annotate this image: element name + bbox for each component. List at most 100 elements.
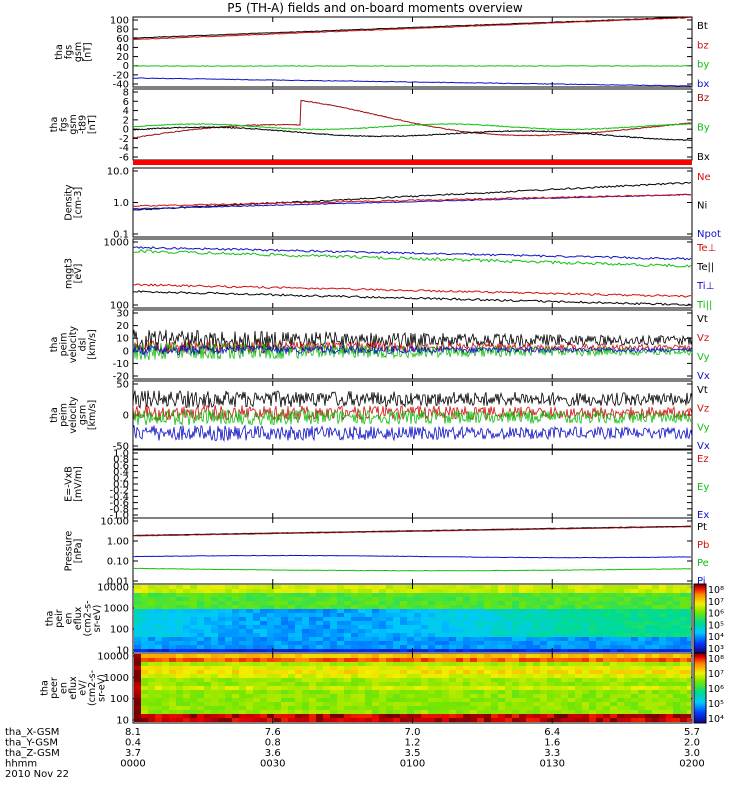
spectrogram-cell-electron: [253, 710, 260, 714]
spectrogram-cell-electron: [547, 694, 554, 698]
spectrogram-cell-ion: [610, 637, 617, 641]
spectrogram-cell-electron: [589, 706, 596, 710]
spectrogram-cell-electron: [505, 678, 512, 682]
spectrogram-cell-ion: [288, 629, 295, 633]
spectrogram-cell-electron: [568, 682, 575, 686]
spectrogram-cell-ion: [141, 585, 148, 589]
spectrogram-cell-electron: [197, 706, 204, 710]
spectrogram-cell-ion: [386, 641, 393, 645]
spectrogram-cell-electron: [547, 666, 554, 670]
spectrogram-cell-electron: [232, 666, 239, 670]
spectrogram-cell-electron: [617, 654, 624, 658]
spectrogram-cell-ion: [281, 621, 288, 625]
spectrogram-cell-ion: [547, 593, 554, 597]
spectrogram-cell-ion: [204, 629, 211, 633]
spectrogram-cell-electron: [267, 718, 274, 722]
spectrogram-cell-ion: [477, 641, 484, 645]
spectrogram-cell-electron: [169, 662, 176, 666]
spectrogram-cell-electron: [491, 670, 498, 674]
spectrogram-cell-electron: [183, 690, 190, 694]
spectrogram-cell-electron: [470, 690, 477, 694]
spectrogram-cell-ion: [365, 629, 372, 633]
spectrogram-cell-ion: [575, 589, 582, 593]
spectrogram-cell-ion: [610, 601, 617, 605]
spectrogram-cell-electron: [288, 690, 295, 694]
spectrogram-cell-electron: [155, 654, 162, 658]
spectrogram-cell-electron: [176, 662, 183, 666]
spectrogram-cell-electron: [428, 670, 435, 674]
spectrogram-cell-ion: [316, 637, 323, 641]
colorbar-ion-gradient: [694, 629, 706, 631]
spectrogram-cell-ion: [253, 609, 260, 613]
spectrogram-cell-ion: [631, 593, 638, 597]
y-tick-label: 10000: [97, 652, 129, 663]
y-tick-label: -10: [113, 359, 129, 370]
spectrogram-cell-ion: [498, 629, 505, 633]
spectrogram-cell-ion: [232, 641, 239, 645]
spectrogram-cell-electron: [603, 686, 610, 690]
spectrogram-cell-electron: [435, 654, 442, 658]
colorbar-electron-gradient: [694, 665, 706, 667]
spectrogram-cell-ion: [393, 633, 400, 637]
spectrogram-cell-electron: [393, 670, 400, 674]
spectrogram-cell-ion: [267, 589, 274, 593]
spectrogram-cell-electron: [267, 710, 274, 714]
colorbar-ion-gradient: [694, 593, 706, 595]
spectrogram-cell-ion: [225, 629, 232, 633]
spectrogram-cell-ion: [407, 625, 414, 629]
spectrogram-cell-electron: [526, 674, 533, 678]
spectrogram-cell-ion: [463, 605, 470, 609]
spectrogram-cell-ion: [547, 585, 554, 589]
spectrogram-cell-ion: [323, 637, 330, 641]
spectrogram-cell-electron: [372, 706, 379, 710]
spectrogram-cell-ion: [323, 649, 330, 652]
spectrogram-cell-electron: [659, 706, 666, 710]
spectrogram-cell-ion: [365, 597, 372, 601]
spectrogram-cell-electron: [246, 690, 253, 694]
spectrogram-cell-ion: [673, 597, 680, 601]
spectrogram-cell-ion: [232, 645, 239, 649]
spectrogram-cell-ion: [288, 597, 295, 601]
spectrogram-cell-ion: [148, 629, 155, 633]
spectrogram-cell-electron: [253, 694, 260, 698]
spectrogram-cell-electron: [274, 658, 281, 662]
spectrogram-cell-ion: [358, 621, 365, 625]
spectrogram-cell-electron: [540, 698, 547, 702]
spectrogram-cell-ion: [330, 641, 337, 645]
spectrogram-cell-ion: [547, 609, 554, 613]
spectrogram-cell-ion: [204, 617, 211, 621]
spectrogram-cell-electron: [323, 674, 330, 678]
spectrogram-cell-ion: [407, 649, 414, 652]
spectrogram-cell-electron: [267, 674, 274, 678]
spectrogram-cell-ion: [267, 633, 274, 637]
spectrogram-cell-electron: [232, 678, 239, 682]
spectrogram-cell-electron: [589, 670, 596, 674]
spectrogram-cell-ion: [176, 601, 183, 605]
spectrogram-cell-electron: [386, 706, 393, 710]
spectrogram-cell-electron: [659, 674, 666, 678]
spectrogram-cell-electron: [162, 670, 169, 674]
colorbar-electron-gradient: [694, 695, 706, 697]
spectrogram-cell-electron: [603, 718, 610, 722]
spectrogram-cell-electron: [176, 702, 183, 706]
spectrogram-cell-ion: [631, 601, 638, 605]
spectrogram-cell-ion: [659, 597, 666, 601]
spectrogram-cell-ion: [337, 593, 344, 597]
spectrogram-cell-ion: [561, 645, 568, 649]
spectrogram-cell-ion: [400, 621, 407, 625]
spectrogram-cell-electron: [421, 654, 428, 658]
spectrogram-cell-ion: [204, 649, 211, 652]
spectrogram-cell-electron: [589, 658, 596, 662]
spectrogram-cell-electron: [519, 698, 526, 702]
colorbar-ion-gradient: [694, 587, 706, 589]
spectrogram-cell-electron: [358, 694, 365, 698]
series-Ti||: [132, 249, 692, 268]
spectrogram-cell-electron: [435, 658, 442, 662]
spectrogram-cell-electron: [484, 674, 491, 678]
spectrogram-cell-ion: [435, 641, 442, 645]
spectrogram-cell-electron: [575, 718, 582, 722]
spectrogram-cell-electron: [239, 654, 246, 658]
spectrogram-cell-electron: [666, 662, 673, 666]
spectrogram-cell-ion: [554, 605, 561, 609]
spectrogram-cell-electron: [435, 690, 442, 694]
